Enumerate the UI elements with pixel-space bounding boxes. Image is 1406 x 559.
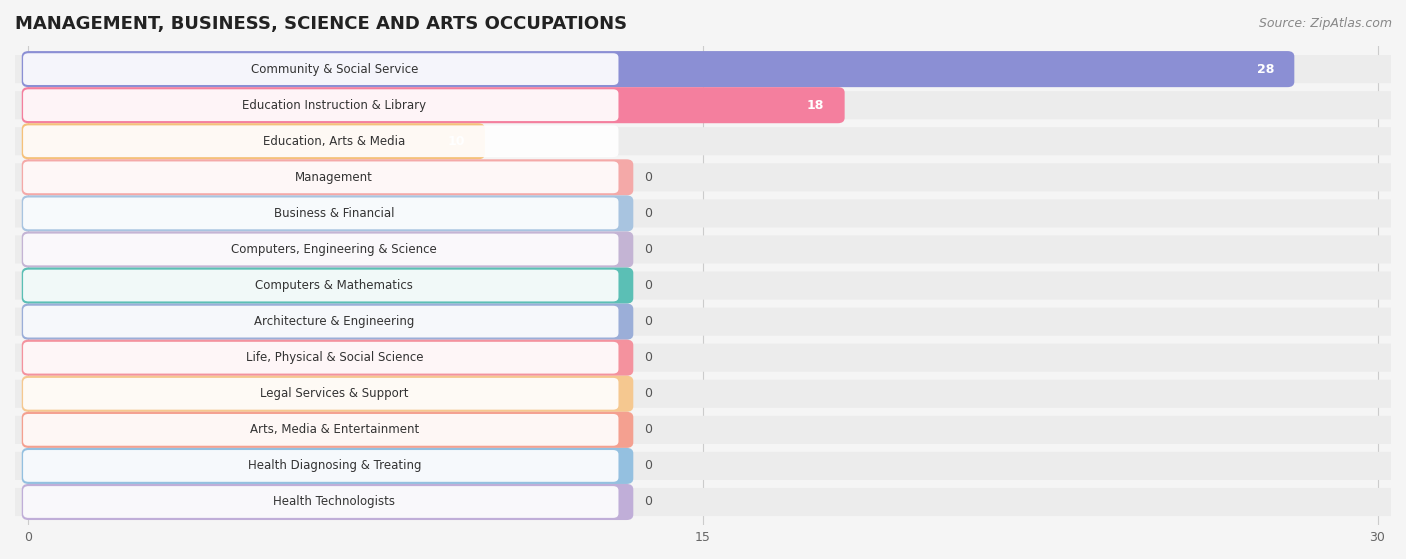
FancyBboxPatch shape xyxy=(22,342,619,373)
FancyBboxPatch shape xyxy=(21,159,633,196)
FancyBboxPatch shape xyxy=(15,163,1391,191)
FancyBboxPatch shape xyxy=(15,488,1391,516)
Text: 0: 0 xyxy=(644,495,652,509)
Text: Computers & Mathematics: Computers & Mathematics xyxy=(256,279,413,292)
FancyBboxPatch shape xyxy=(22,450,619,482)
Text: 0: 0 xyxy=(644,243,652,256)
Text: Community & Social Service: Community & Social Service xyxy=(250,63,418,75)
FancyBboxPatch shape xyxy=(15,380,1391,408)
Text: Life, Physical & Social Science: Life, Physical & Social Science xyxy=(246,351,423,364)
FancyBboxPatch shape xyxy=(21,231,633,268)
Text: MANAGEMENT, BUSINESS, SCIENCE AND ARTS OCCUPATIONS: MANAGEMENT, BUSINESS, SCIENCE AND ARTS O… xyxy=(15,15,627,33)
FancyBboxPatch shape xyxy=(22,162,619,193)
FancyBboxPatch shape xyxy=(21,484,633,520)
Text: 18: 18 xyxy=(807,99,824,112)
Text: Computers, Engineering & Science: Computers, Engineering & Science xyxy=(232,243,437,256)
Text: Architecture & Engineering: Architecture & Engineering xyxy=(254,315,415,328)
FancyBboxPatch shape xyxy=(15,55,1391,83)
FancyBboxPatch shape xyxy=(21,412,633,448)
Text: 0: 0 xyxy=(644,459,652,472)
FancyBboxPatch shape xyxy=(15,452,1391,480)
FancyBboxPatch shape xyxy=(15,344,1391,372)
Text: 0: 0 xyxy=(644,171,652,184)
FancyBboxPatch shape xyxy=(22,125,619,157)
Text: Arts, Media & Entertainment: Arts, Media & Entertainment xyxy=(250,423,419,437)
FancyBboxPatch shape xyxy=(15,416,1391,444)
Text: 10: 10 xyxy=(447,135,464,148)
Text: Education Instruction & Library: Education Instruction & Library xyxy=(242,99,426,112)
FancyBboxPatch shape xyxy=(21,340,633,376)
FancyBboxPatch shape xyxy=(22,269,619,301)
Text: Health Technologists: Health Technologists xyxy=(273,495,395,509)
FancyBboxPatch shape xyxy=(21,51,1295,87)
FancyBboxPatch shape xyxy=(15,235,1391,263)
FancyBboxPatch shape xyxy=(21,123,485,159)
FancyBboxPatch shape xyxy=(21,376,633,412)
Text: 0: 0 xyxy=(644,423,652,437)
FancyBboxPatch shape xyxy=(22,378,619,410)
Text: 0: 0 xyxy=(644,351,652,364)
FancyBboxPatch shape xyxy=(22,234,619,266)
FancyBboxPatch shape xyxy=(21,304,633,340)
Text: 0: 0 xyxy=(644,279,652,292)
FancyBboxPatch shape xyxy=(21,87,845,123)
Text: Business & Financial: Business & Financial xyxy=(274,207,395,220)
FancyBboxPatch shape xyxy=(15,127,1391,155)
Text: Health Diagnosing & Treating: Health Diagnosing & Treating xyxy=(247,459,420,472)
FancyBboxPatch shape xyxy=(22,486,619,518)
Text: 0: 0 xyxy=(644,207,652,220)
FancyBboxPatch shape xyxy=(21,196,633,231)
Text: Source: ZipAtlas.com: Source: ZipAtlas.com xyxy=(1258,17,1392,30)
FancyBboxPatch shape xyxy=(22,197,619,229)
Text: Management: Management xyxy=(295,171,373,184)
Text: Education, Arts & Media: Education, Arts & Media xyxy=(263,135,405,148)
FancyBboxPatch shape xyxy=(15,307,1391,336)
Text: 28: 28 xyxy=(1257,63,1274,75)
Text: 0: 0 xyxy=(644,315,652,328)
FancyBboxPatch shape xyxy=(22,306,619,338)
FancyBboxPatch shape xyxy=(22,89,619,121)
FancyBboxPatch shape xyxy=(21,268,633,304)
FancyBboxPatch shape xyxy=(15,272,1391,300)
FancyBboxPatch shape xyxy=(15,200,1391,228)
Text: Legal Services & Support: Legal Services & Support xyxy=(260,387,409,400)
FancyBboxPatch shape xyxy=(22,53,619,85)
Text: 0: 0 xyxy=(644,387,652,400)
FancyBboxPatch shape xyxy=(22,414,619,446)
FancyBboxPatch shape xyxy=(15,91,1391,119)
FancyBboxPatch shape xyxy=(21,448,633,484)
